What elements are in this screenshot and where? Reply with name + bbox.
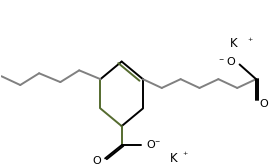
Text: O: O <box>260 99 268 109</box>
Text: K: K <box>170 152 178 165</box>
Text: $^{-}$: $^{-}$ <box>218 56 224 65</box>
Text: O: O <box>146 140 155 150</box>
Text: $^{+}$: $^{+}$ <box>182 151 188 160</box>
Text: O: O <box>93 156 101 166</box>
Text: K: K <box>230 37 238 50</box>
Text: $^{-}$: $^{-}$ <box>154 138 160 147</box>
Text: $^{+}$: $^{+}$ <box>247 36 253 46</box>
Text: O: O <box>226 57 235 67</box>
